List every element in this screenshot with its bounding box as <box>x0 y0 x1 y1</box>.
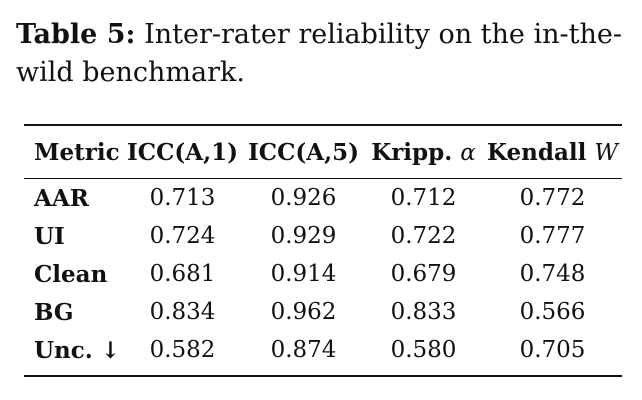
header-kendall-symbol: W <box>594 139 618 166</box>
cell-icc-a5: 0.874 <box>270 337 337 363</box>
caption-label: Table 5: <box>16 19 136 50</box>
cell-icc-a1: 0.713 <box>149 185 216 211</box>
cell-kripp: 0.833 <box>390 299 457 325</box>
table-row: UI 0.724 0.929 0.722 0.777 <box>24 217 622 255</box>
header-icc-a1: ICC(A,1) <box>127 138 238 166</box>
table-body: AAR 0.713 0.926 0.712 0.772 UI 0.724 0.9… <box>24 178 622 375</box>
cell-icc-a5: 0.914 <box>270 261 337 287</box>
caption-text: Inter-rater reliability on the in-the-wi… <box>16 19 622 88</box>
header-kendall-label: Kendall <box>487 138 587 166</box>
cell-kendall: 0.777 <box>519 223 586 249</box>
header-kripp-label: Kripp. <box>371 138 453 166</box>
table-bottom-rule <box>24 375 622 377</box>
cell-icc-a5: 0.929 <box>270 223 337 249</box>
cell-icc-a1: 0.834 <box>149 299 216 325</box>
cell-kripp: 0.722 <box>390 223 457 249</box>
table-mid-rule <box>24 178 622 179</box>
table-row: BG 0.834 0.962 0.833 0.566 <box>24 293 622 331</box>
cell-icc-a1: 0.681 <box>149 261 216 287</box>
cell-kripp: 0.712 <box>390 185 457 211</box>
header-kripp: Kripp. α <box>364 126 483 178</box>
row-metric: AAR <box>34 184 89 212</box>
cell-kendall: 0.772 <box>519 185 586 211</box>
reliability-table: Metric ICC(A,1) ICC(A,5) Kripp. α Kendal… <box>24 124 622 377</box>
table-row: Unc. ↓ 0.582 0.874 0.580 0.705 <box>24 331 622 375</box>
cell-icc-a1: 0.724 <box>149 223 216 249</box>
header-metric: Metric <box>34 138 120 166</box>
table-row: Clean 0.681 0.914 0.679 0.748 <box>24 255 622 293</box>
header-row: Metric ICC(A,1) ICC(A,5) Kripp. α Kendal… <box>24 126 622 178</box>
header-kripp-symbol: α <box>460 139 476 166</box>
table-caption: Table 5: Inter-rater reliability on the … <box>16 16 626 92</box>
cell-kendall: 0.566 <box>519 299 586 325</box>
row-metric: Clean <box>34 260 108 288</box>
table-top-rule <box>24 124 622 126</box>
cell-icc-a1: 0.582 <box>149 337 216 363</box>
row-metric: BG <box>34 298 74 326</box>
cell-kripp: 0.679 <box>390 261 457 287</box>
cell-icc-a5: 0.926 <box>270 185 337 211</box>
cell-icc-a5: 0.962 <box>270 299 337 325</box>
table-grid: Metric ICC(A,1) ICC(A,5) Kripp. α Kendal… <box>24 126 622 375</box>
cell-kendall: 0.705 <box>519 337 586 363</box>
table-header: Metric ICC(A,1) ICC(A,5) Kripp. α Kendal… <box>24 126 622 178</box>
row-metric: UI <box>34 222 65 250</box>
cell-kripp: 0.580 <box>390 337 457 363</box>
row-metric: Unc. ↓ <box>34 336 121 364</box>
header-kendall: Kendall W <box>483 126 622 178</box>
header-icc-a5: ICC(A,5) <box>248 138 359 166</box>
cell-kendall: 0.748 <box>519 261 586 287</box>
table-row: AAR 0.713 0.926 0.712 0.772 <box>24 179 622 217</box>
